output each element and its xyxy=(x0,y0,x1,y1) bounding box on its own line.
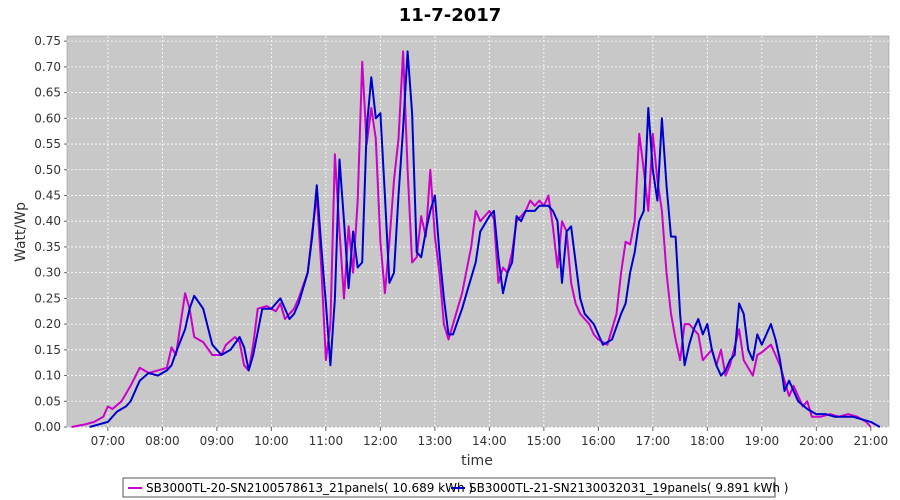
plot-area xyxy=(66,35,890,428)
y-tick-label: 0.75 xyxy=(34,34,61,48)
y-tick-label: 0.00 xyxy=(34,420,61,434)
legend-label-1: SB3000TL-20-SN2100578613_21panels( 10.68… xyxy=(146,481,473,495)
x-tick-label: 14:00 xyxy=(472,434,507,448)
x-tick-label: 18:00 xyxy=(690,434,725,448)
x-tick-label: 15:00 xyxy=(527,434,562,448)
series-line-2 xyxy=(89,50,881,428)
x-tick-label: 19:00 xyxy=(745,434,780,448)
x-tick-label: 10:00 xyxy=(254,434,289,448)
y-tick-label: 0.55 xyxy=(34,137,61,151)
y-axis-label: Watt/Wp xyxy=(13,202,29,262)
x-tick-label: 17:00 xyxy=(636,434,671,448)
y-tick-label: 0.60 xyxy=(34,111,61,125)
y-axis: 0.00 0.05 0.10 0.15 0.20 0.25 0.30 0.35 0.40 0.45… xyxy=(34,34,67,434)
chart-title: 11-7-2017 xyxy=(399,5,502,26)
x-tick-label: 09:00 xyxy=(200,434,235,448)
series-line-1 xyxy=(71,50,872,428)
x-tick-label: 08:00 xyxy=(145,434,180,448)
legend-label-2: SB3000TL-21-SN2130032031_19panels( 9.891… xyxy=(469,481,788,495)
y-tick-label: 0.15 xyxy=(34,343,61,357)
x-tick-label: 16:00 xyxy=(581,434,616,448)
x-axis-label: time xyxy=(461,453,493,469)
y-tick-label: 0.10 xyxy=(34,369,61,383)
y-tick-label: 0.45 xyxy=(34,188,61,202)
y-tick-label: 0.40 xyxy=(34,214,61,228)
x-tick-label: 11:00 xyxy=(309,434,344,448)
x-axis: 07:00 08:00 09:00 10:00 11:00 12:00 13:00 14:00… xyxy=(91,427,889,448)
x-tick-label: 12:00 xyxy=(363,434,398,448)
x-tick-label: 20:00 xyxy=(799,434,834,448)
x-tick-label: 21:00 xyxy=(854,434,889,448)
y-tick-label: 0.05 xyxy=(34,394,61,408)
y-tick-label: 0.30 xyxy=(34,266,61,280)
y-tick-label: 0.65 xyxy=(34,86,61,100)
y-tick-label: 0.50 xyxy=(34,163,61,177)
y-tick-label: 0.35 xyxy=(34,240,61,254)
grid-lines xyxy=(67,36,889,428)
legend: SB3000TL-20-SN2100578613_21panels( 10.68… xyxy=(122,477,788,498)
series-layer xyxy=(71,50,881,428)
y-tick-label: 0.25 xyxy=(34,291,61,305)
x-tick-label: 07:00 xyxy=(91,434,126,448)
y-tick-label: 0.20 xyxy=(34,317,61,331)
legend-box xyxy=(122,477,776,498)
y-tick-label: 0.70 xyxy=(34,60,61,74)
x-tick-label: 13:00 xyxy=(418,434,453,448)
